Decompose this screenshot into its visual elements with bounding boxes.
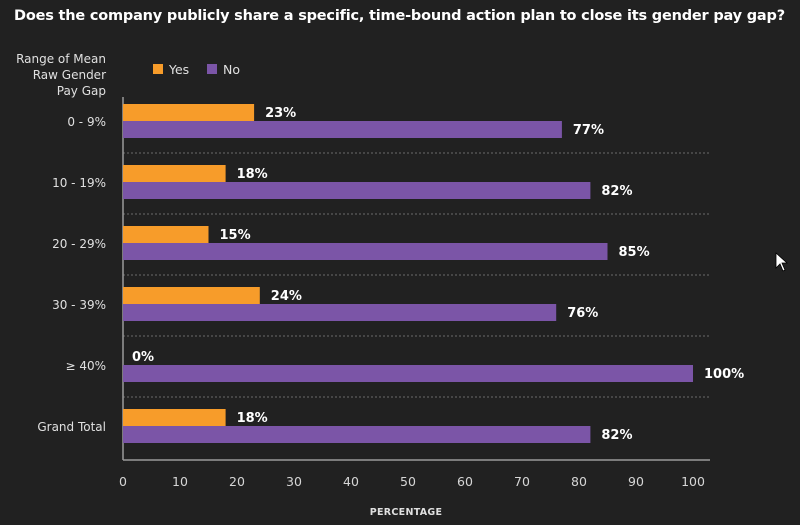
data-label-yes: 0%	[132, 350, 154, 365]
data-label-yes: 18%	[237, 167, 268, 182]
x-tick-label: 30	[286, 474, 302, 489]
x-tick-label: 0	[119, 474, 127, 489]
legend-swatch-no	[207, 64, 217, 74]
data-label-yes: 15%	[220, 228, 251, 243]
x-tick-label: 100	[681, 474, 705, 489]
bar-yes	[123, 226, 209, 243]
data-label-no: 85%	[619, 245, 650, 260]
mouse-cursor-icon	[775, 252, 789, 272]
data-label-no: 82%	[601, 428, 632, 443]
bar-no	[123, 426, 591, 443]
x-tick-label: 70	[514, 474, 530, 489]
chart-title: Does the company publicly share a specif…	[14, 8, 785, 24]
data-label-yes: 23%	[265, 106, 296, 121]
bar-yes	[123, 287, 260, 304]
legend-label-no: No	[223, 62, 240, 77]
bar-no	[123, 243, 608, 260]
bar-yes	[123, 104, 255, 121]
data-label-no: 76%	[567, 306, 598, 321]
bar-yes	[123, 409, 226, 426]
legend-swatch-yes	[153, 64, 163, 74]
category-label: 30 - 39%	[52, 298, 106, 312]
data-label-no: 82%	[601, 184, 632, 199]
category-label: 0 - 9%	[67, 115, 106, 129]
x-tick-label: 10	[172, 474, 188, 489]
x-axis-title: PERCENTAGE	[370, 507, 443, 518]
x-tick-label: 80	[571, 474, 587, 489]
x-tick-label: 20	[229, 474, 245, 489]
x-tick-label: 40	[343, 474, 359, 489]
data-label-yes: 18%	[237, 411, 268, 426]
category-label: 10 - 19%	[52, 176, 106, 190]
bar-no	[123, 121, 562, 138]
y-axis-title-line: Raw Gender	[33, 68, 106, 82]
bar-no	[123, 365, 693, 382]
bar-yes	[123, 165, 226, 182]
category-label: Grand Total	[37, 420, 106, 434]
data-label-no: 77%	[573, 123, 604, 138]
bar-no	[123, 182, 591, 199]
y-axis-title-line: Range of Mean	[16, 52, 106, 66]
bar-no	[123, 304, 557, 321]
category-label: ≥ 40%	[65, 359, 106, 373]
category-label: 20 - 29%	[52, 237, 106, 251]
x-tick-label: 90	[628, 474, 644, 489]
data-label-no: 100%	[704, 367, 744, 382]
x-tick-label: 50	[400, 474, 416, 489]
y-axis-title-line: Pay Gap	[57, 84, 106, 98]
x-tick-label: 60	[457, 474, 473, 489]
data-label-yes: 24%	[271, 289, 302, 304]
legend-label-yes: Yes	[168, 62, 189, 77]
